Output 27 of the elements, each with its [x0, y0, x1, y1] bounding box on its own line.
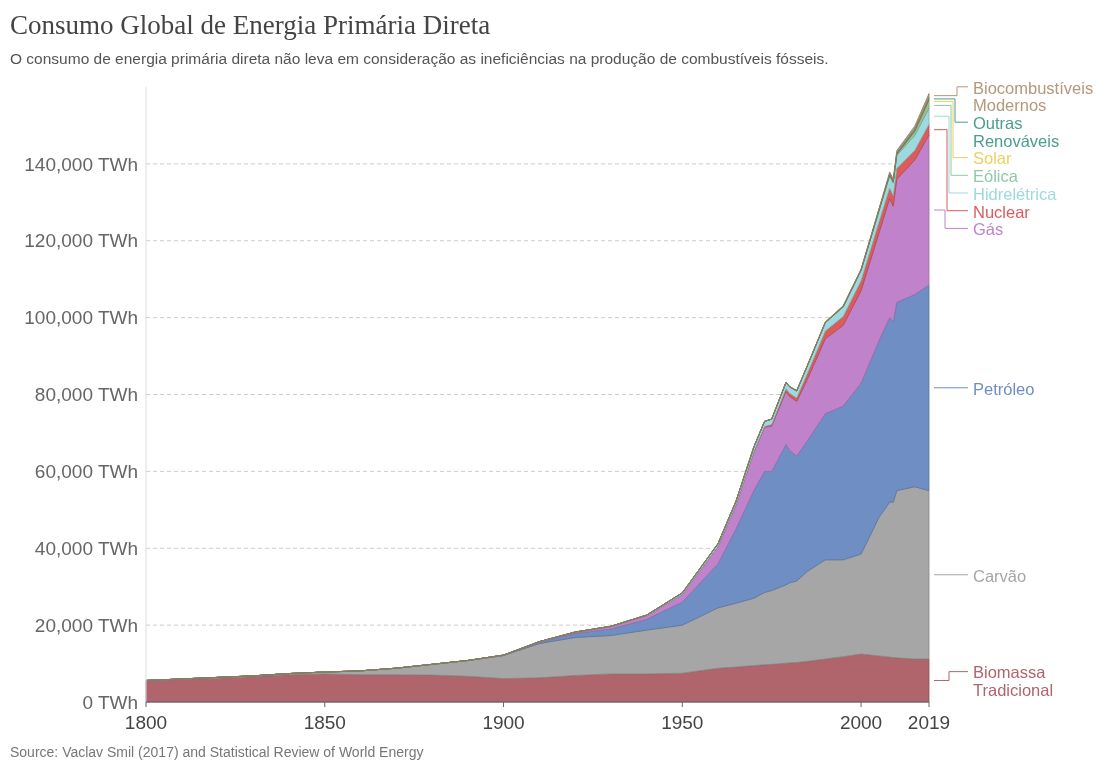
y-tick-label: 40,000 TWh	[34, 537, 138, 559]
y-tick-label: 20,000 TWh	[34, 614, 138, 636]
y-tick-label: 0 TWh	[82, 691, 138, 713]
text: Nuclear	[973, 202, 1031, 221]
legend-label: Petróleo	[973, 379, 1035, 398]
legend-label: Biocombustíveis Modernos	[973, 78, 1094, 115]
x-tick-label: 2019	[907, 712, 951, 733]
y-tick-label: 60,000 TWh	[34, 461, 138, 483]
x-tick-label: 1850	[303, 712, 346, 733]
legend-label: Gás	[973, 220, 1004, 239]
x-tick-label: 1900	[482, 712, 525, 733]
y-tick-label: 80,000 TWh	[34, 384, 138, 406]
x-tick-label: 1800	[124, 712, 168, 733]
y-tick-label: 120,000 TWh	[24, 230, 138, 252]
legend-label: Biomassa Tradicional	[973, 663, 1054, 700]
source-note: Source: Vaclav Smil (2017) and Statistical Review of World Energy	[10, 744, 424, 760]
y-tick-label: 100,000 TWh	[24, 307, 138, 329]
text: Hidrelétrica	[973, 184, 1058, 203]
x-tick-label: 2000	[839, 712, 883, 733]
text: Outras Renováveis	[973, 114, 1060, 150]
legend-label: Carvão	[973, 566, 1027, 585]
text: Solar	[973, 149, 1013, 168]
text: Eólica	[973, 167, 1019, 186]
chart-title: Consumo Global de Energia Primária Direta	[10, 10, 491, 40]
chart-subtitle: O consumo de energia primária direta não leva em consideração as ineficiências na produção de combustíveis fósseis.	[10, 50, 829, 67]
x-tick-label: 1950	[661, 712, 704, 733]
y-tick-label: 140,000 TWh	[24, 153, 138, 175]
